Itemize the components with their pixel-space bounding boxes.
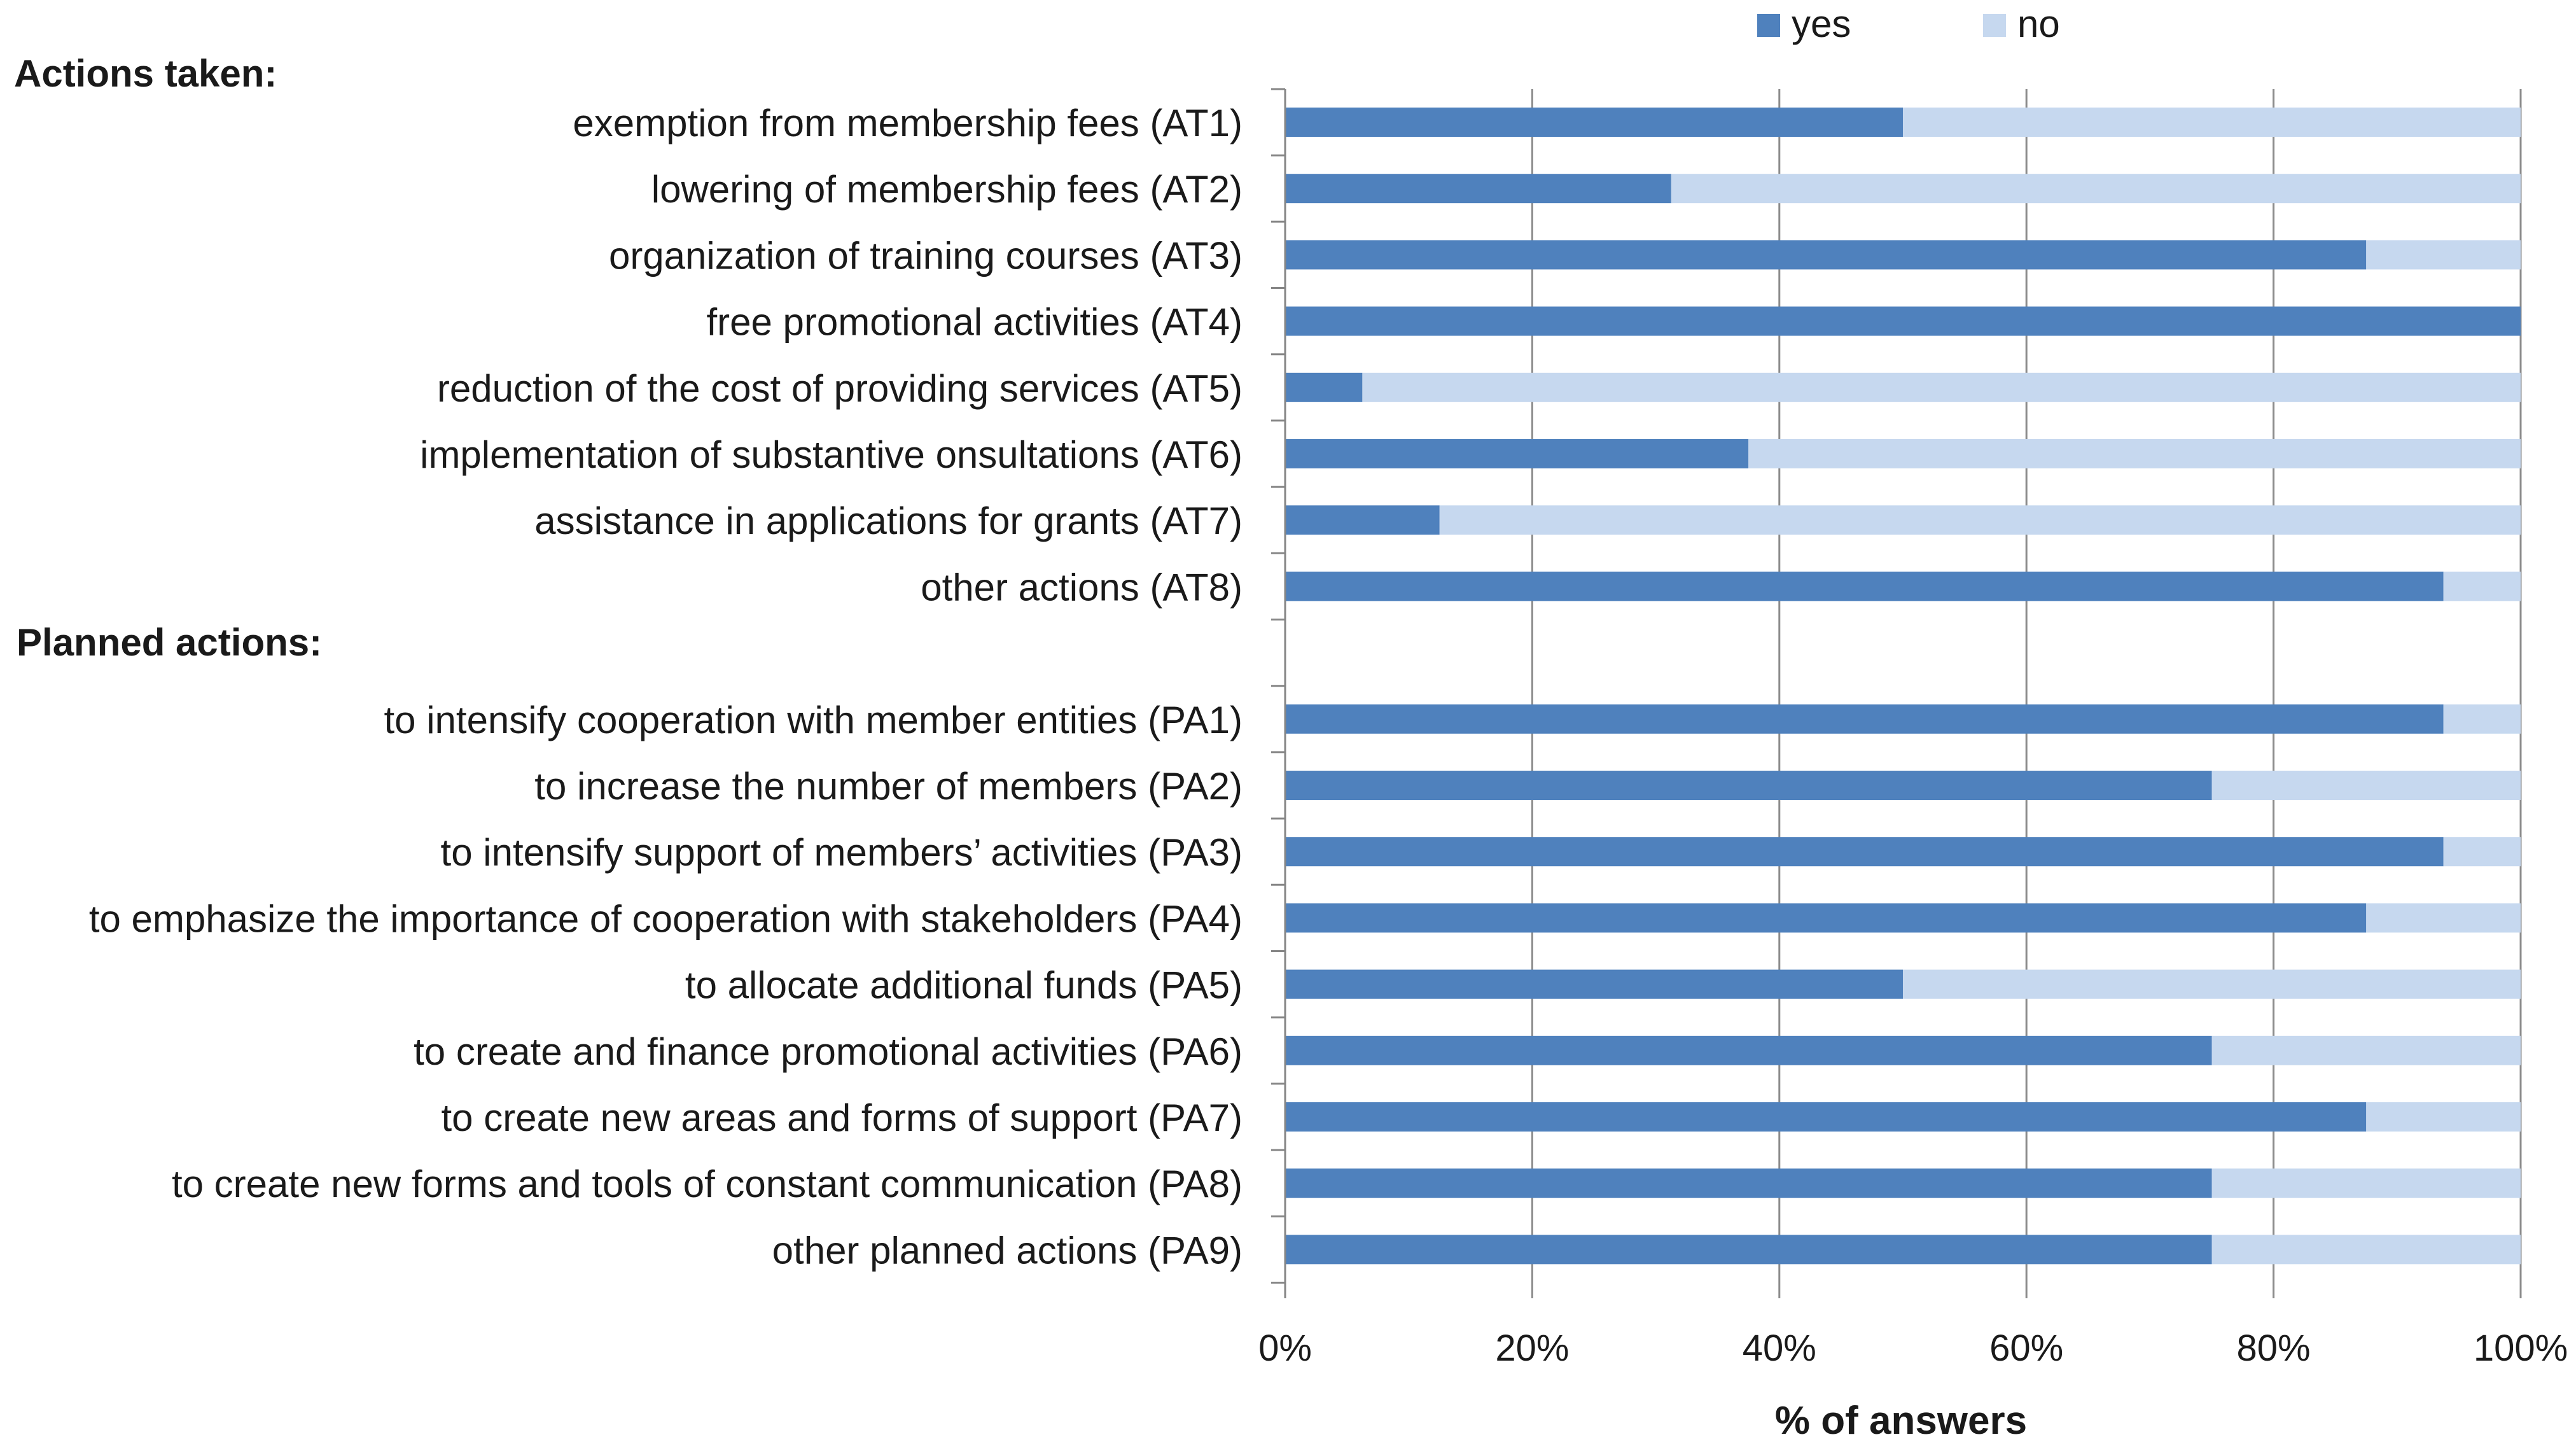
bar-yes: [1285, 837, 2444, 867]
bar-no: [1903, 969, 2521, 999]
bar-yes: [1285, 969, 1903, 999]
bar-no: [1748, 439, 2521, 468]
category-label: to allocate additional funds (PA5): [685, 964, 1243, 1007]
bar-no: [2211, 1035, 2521, 1065]
bar-no: [2366, 1102, 2521, 1132]
bar-yes: [1285, 1168, 2212, 1198]
legend-label-no: no: [2017, 3, 2060, 45]
bar-no: [2211, 771, 2521, 800]
gridlines: [1531, 89, 2522, 1298]
bar-yes: [1285, 1102, 2367, 1132]
legend: yes no: [1757, 3, 2060, 45]
category-label: other planned actions (PA9): [772, 1229, 1243, 1272]
bar-no: [1671, 174, 2521, 204]
legend-label-yes: yes: [1792, 3, 1851, 45]
x-tick-label: 40%: [1743, 1328, 1816, 1369]
bar-no: [2366, 903, 2521, 933]
category-label: to intensify cooperation with member ent…: [384, 699, 1243, 741]
category-label: to emphasize the importance of cooperati…: [89, 897, 1243, 940]
category-label: to intensify support of members’ activit…: [441, 831, 1243, 874]
bar-no: [2366, 240, 2521, 270]
category-label: lowering of membership fees (AT2): [651, 168, 1243, 211]
x-tick-labels: 0% 20% 40% 60% 80% 100%: [1258, 1328, 2568, 1369]
category-label: implementation of substantive onsultatio…: [420, 433, 1243, 476]
bar-yes: [1285, 439, 1749, 468]
x-tick-label: 100%: [2474, 1328, 2568, 1369]
bar-yes: [1285, 108, 1903, 137]
category-label: other actions (AT8): [921, 566, 1243, 608]
bar-yes: [1285, 903, 2367, 933]
category-label: to increase the number of members (PA2): [534, 765, 1243, 808]
bar-no: [2443, 837, 2521, 867]
x-tick-label: 20%: [1495, 1328, 1569, 1369]
bar-yes: [1285, 1235, 2212, 1265]
bars: [1285, 108, 2521, 1265]
legend-swatch-yes: [1757, 14, 1780, 37]
bar-no: [2211, 1168, 2521, 1198]
group-heading: Planned actions:: [17, 621, 322, 664]
bar-yes: [1285, 306, 2521, 336]
x-tick-label: 0%: [1258, 1328, 1312, 1369]
bar-no: [2443, 571, 2521, 601]
bar-yes: [1285, 372, 1363, 402]
bar-no: [2211, 1235, 2521, 1265]
category-label: exemption from membership fees (AT1): [573, 102, 1243, 144]
bar-yes: [1285, 771, 2212, 800]
bar-yes: [1285, 505, 1440, 535]
category-label: to create new forms and tools of constan…: [172, 1163, 1243, 1205]
category-labels: exemption from membership fees (AT1) lowe…: [89, 102, 1243, 1272]
bar-yes: [1285, 1035, 2212, 1065]
bar-yes: [1285, 571, 2444, 601]
legend-swatch-no: [1983, 14, 2006, 37]
bar-no: [1362, 372, 2521, 402]
bar-yes: [1285, 240, 2367, 270]
x-axis-label: % of answers: [1775, 1399, 2027, 1443]
category-label: to create new areas and forms of support…: [441, 1097, 1243, 1139]
x-tick-label: 80%: [2237, 1328, 2311, 1369]
bar-no: [1903, 108, 2521, 137]
category-label: free promotional activities (AT4): [706, 301, 1243, 344]
x-tick-label: 60%: [1989, 1328, 2063, 1369]
bar-yes: [1285, 704, 2444, 734]
category-label: to create and finance promotional activi…: [414, 1030, 1243, 1073]
category-label: reduction of the cost of providing servi…: [437, 367, 1243, 410]
category-label: assistance in applications for grants (A…: [534, 500, 1243, 542]
category-label: organization of training courses (AT3): [609, 234, 1243, 277]
group-headings: Actions taken: Planned actions:: [14, 52, 322, 664]
bar-no: [1439, 505, 2521, 535]
bar-yes: [1285, 174, 1671, 204]
y-axis-ticks: [1271, 88, 1285, 1284]
group-heading: Actions taken:: [14, 52, 277, 95]
bar-no: [2443, 704, 2521, 734]
